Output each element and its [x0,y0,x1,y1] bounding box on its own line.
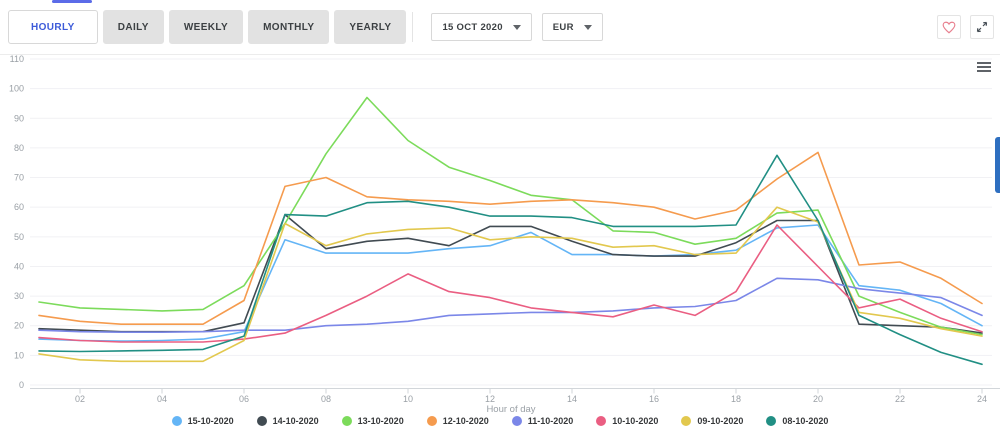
svg-text:50: 50 [14,232,24,242]
svg-text:90: 90 [14,113,24,123]
legend-label: 15-10-2020 [187,416,234,426]
legend-item-08-10-2020[interactable]: 08-10-2020 [766,416,828,426]
series-line-10-10-2020[interactable] [38,224,983,343]
svg-text:40: 40 [14,261,24,271]
interval-tabs: HOURLY DAILY WEEKLY MONTHLY YEARLY [8,10,407,44]
favorite-button[interactable] [937,15,961,39]
legend-item-15-10-2020[interactable]: 15-10-2020 [171,416,234,426]
series-line-13-10-2020[interactable] [38,96,983,336]
legend-label: 11-10-2020 [527,416,574,426]
legend-dot [681,416,692,426]
svg-text:10: 10 [403,394,413,404]
legend-label: 10-10-2020 [612,416,659,426]
series-line-12-10-2020[interactable] [38,151,983,326]
legend-dot [341,416,352,426]
chart-menu-icon[interactable] [977,62,991,74]
svg-text:70: 70 [14,173,24,183]
svg-text:110: 110 [10,55,24,64]
legend-dot [766,416,777,426]
legend-label: 08-10-2020 [782,416,829,426]
toolbar: HOURLY DAILY WEEKLY MONTHLY YEARLY 15 OC… [0,0,1000,55]
svg-text:20: 20 [813,394,823,404]
toolbar-divider [412,12,414,42]
svg-text:16: 16 [649,394,659,404]
svg-text:18: 18 [731,394,741,404]
side-scroll-handle[interactable] [995,137,1000,193]
svg-text:14: 14 [567,394,577,404]
chart-canvas[interactable]: 0 10 20 30 40 50 60 70 80 90 100 110 02 04 06 08 10 12 14… [0,55,1000,440]
currency-select[interactable]: EUR [541,13,603,41]
svg-text:60: 60 [14,202,24,212]
tab-hourly[interactable]: HOURLY [8,10,98,44]
tab-yearly[interactable]: YEARLY [334,10,407,44]
tab-weekly[interactable]: WEEKLY [168,10,244,44]
toolbar-actions [937,15,994,39]
svg-text:22: 22 [895,394,905,404]
svg-text:02: 02 [75,394,85,404]
legend-dot [511,416,522,426]
x-axis-title: Hour of day [486,404,535,415]
gridlines [30,58,992,386]
date-select[interactable]: 15 OCT 2020 [431,13,532,41]
svg-text:12: 12 [485,394,495,404]
legend-item-13-10-2020[interactable]: 13-10-2020 [341,416,404,426]
series-line-08-10-2020[interactable] [38,154,983,366]
legend-label: 09-10-2020 [697,416,744,426]
legend-dot [171,416,182,426]
active-tab-indicator [52,0,92,3]
legend-item-12-10-2020[interactable]: 12-10-2020 [426,416,489,426]
y-axis-labels: 0 10 20 30 40 50 60 70 80 90 100 110 [9,55,24,390]
svg-text:0: 0 [19,380,24,390]
legend-dot [426,416,437,426]
chart-legend: 15-10-2020 14-10-2020 13-10-2020 12-10-2020… [0,416,1000,426]
caret-down-icon [583,24,592,30]
series-lines[interactable] [38,96,983,366]
legend-dot [596,416,607,426]
price-chart: 0 10 20 30 40 50 60 70 80 90 100 110 02 04 06 08 10 12 14… [0,55,1000,440]
expand-icon [976,21,988,33]
svg-text:80: 80 [14,143,24,153]
svg-text:100: 100 [9,84,24,94]
legend-dot [256,416,267,426]
svg-text:10: 10 [14,350,24,360]
legend-item-10-10-2020[interactable]: 10-10-2020 [596,416,658,426]
caret-down-icon [512,24,521,30]
legend-item-14-10-2020[interactable]: 14-10-2020 [256,416,319,426]
fullscreen-button[interactable] [970,15,994,39]
legend-item-11-10-2020[interactable]: 11-10-2020 [511,416,574,426]
svg-text:06: 06 [239,394,249,404]
legend-label: 12-10-2020 [442,416,489,426]
tab-monthly[interactable]: MONTHLY [248,10,330,44]
legend-label: 14-10-2020 [272,416,319,426]
legend-label: 13-10-2020 [357,416,404,426]
heart-icon [942,21,956,34]
svg-text:04: 04 [157,394,167,404]
legend-item-09-10-2020[interactable]: 09-10-2020 [681,416,743,426]
series-line-11-10-2020[interactable] [38,277,983,334]
svg-text:24: 24 [977,394,987,404]
x-axis-labels: 02 04 06 08 10 12 14 16 18 20 22 24 [75,394,987,404]
date-select-value: 15 OCT 2020 [442,21,503,33]
tab-daily[interactable]: DAILY [102,10,164,44]
svg-text:30: 30 [14,291,24,301]
svg-text:20: 20 [14,321,24,331]
svg-text:08: 08 [321,394,331,404]
currency-select-value: EUR [552,21,574,33]
x-axis-ticks [79,388,983,394]
